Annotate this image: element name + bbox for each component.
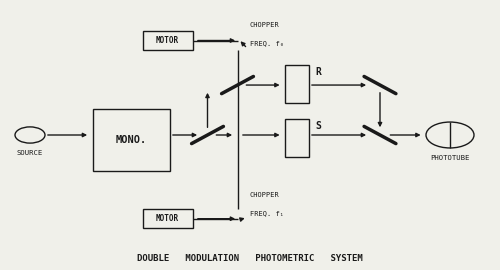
Text: CHOPPER: CHOPPER — [250, 22, 280, 28]
Text: FREQ. f₀: FREQ. f₀ — [250, 40, 284, 46]
Bar — [92, 109, 170, 171]
Text: R: R — [315, 67, 321, 77]
Text: DOUBLE   MODULATION   PHOTOMETRIC   SYSTEM: DOUBLE MODULATION PHOTOMETRIC SYSTEM — [137, 254, 363, 263]
Text: MONO.: MONO. — [116, 135, 147, 146]
Text: MOTOR: MOTOR — [156, 214, 179, 223]
Text: PHOTOTUBE: PHOTOTUBE — [430, 155, 470, 161]
Text: CHOPPER: CHOPPER — [250, 193, 280, 198]
Text: FREQ. f₁: FREQ. f₁ — [250, 210, 284, 216]
Bar — [285, 119, 309, 157]
Bar — [142, 209, 192, 228]
Text: SOURCE: SOURCE — [17, 150, 43, 156]
Text: MOTOR: MOTOR — [156, 36, 179, 45]
Text: S: S — [315, 121, 321, 131]
Bar — [285, 65, 309, 103]
Bar — [142, 31, 192, 50]
